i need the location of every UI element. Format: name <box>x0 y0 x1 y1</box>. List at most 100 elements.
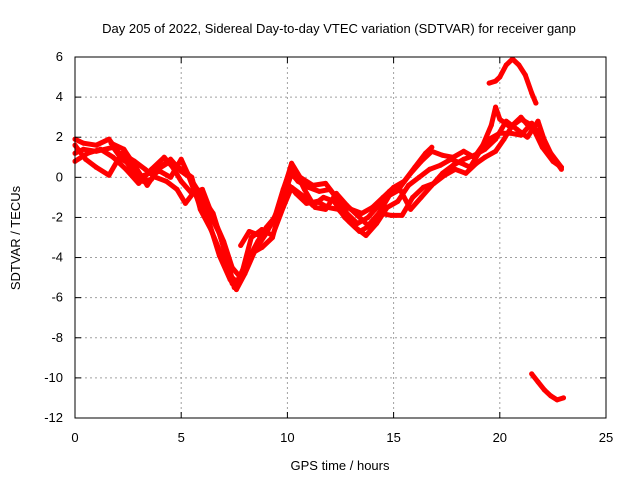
data-point <box>429 148 435 154</box>
axis-ticks: 0 5 10 15 20 25 -12 -10 -8 -6 -4 -2 0 2 4 6 <box>44 49 613 445</box>
data-point <box>420 184 426 190</box>
y-tick-label: -12 <box>44 410 63 425</box>
data-point <box>503 62 509 68</box>
data-point <box>561 395 566 401</box>
data-point <box>514 126 520 132</box>
x-tick-label: 15 <box>386 430 400 445</box>
data-point <box>161 154 167 160</box>
data-point <box>473 160 479 166</box>
chart-title: Day 205 of 2022, Sidereal Day-to-day VTE… <box>102 21 576 36</box>
x-tick-label: 0 <box>71 430 78 445</box>
data-point <box>248 251 254 256</box>
data-point <box>541 387 547 393</box>
data-point <box>410 194 416 200</box>
data-point <box>554 397 560 403</box>
x-tick-label: 10 <box>280 430 294 445</box>
data-point <box>486 136 492 142</box>
data-point <box>448 156 454 162</box>
data-point <box>270 235 275 240</box>
data-point <box>395 198 401 204</box>
data-point <box>108 140 114 146</box>
data-point <box>182 200 188 206</box>
data-point <box>548 150 554 156</box>
data-point <box>98 146 103 152</box>
data-point <box>136 180 142 186</box>
data-point <box>533 100 539 106</box>
data-point <box>321 194 326 200</box>
data-point <box>81 140 86 146</box>
y-tick-label: -10 <box>44 370 63 385</box>
data-point <box>452 166 458 172</box>
data-point <box>450 162 456 168</box>
data-point <box>397 186 403 192</box>
data-point <box>304 200 309 206</box>
data-point <box>535 118 541 124</box>
data-point <box>174 186 180 192</box>
data-point <box>132 162 137 168</box>
data-point <box>522 72 528 78</box>
data-point <box>378 210 384 216</box>
data-point <box>516 62 522 68</box>
plot-frame <box>74 56 607 419</box>
data-point <box>284 180 290 186</box>
series-layer <box>72 56 566 403</box>
data-point <box>461 156 467 162</box>
data-point <box>178 166 184 172</box>
data-point <box>365 214 371 220</box>
y-tick-label: -6 <box>51 290 63 305</box>
data-point <box>276 204 282 210</box>
data-point <box>493 136 499 142</box>
data-point <box>529 90 535 96</box>
data-point <box>189 190 195 196</box>
data-point <box>248 235 254 240</box>
y-axis-label: SDTVAR / TECUs <box>8 185 23 290</box>
data-point <box>416 174 422 180</box>
data-point <box>482 154 488 160</box>
data-point <box>389 212 394 218</box>
data-point <box>418 158 424 164</box>
data-point <box>367 223 373 228</box>
data-point <box>155 166 161 172</box>
data-point <box>510 56 515 62</box>
data-point <box>386 192 392 198</box>
data-point <box>106 136 112 142</box>
x-tick-label: 25 <box>599 430 613 445</box>
data-point <box>431 180 437 186</box>
data-point <box>238 243 244 248</box>
data-point <box>510 122 515 128</box>
data-point <box>482 146 488 152</box>
y-tick-label: -2 <box>51 209 63 224</box>
data-point <box>93 164 99 170</box>
data-point <box>558 164 564 170</box>
x-tick-label: 5 <box>178 430 185 445</box>
data-point <box>408 170 414 176</box>
data-point <box>85 150 91 156</box>
data-point <box>384 204 390 210</box>
data-point <box>314 198 320 204</box>
data-point <box>537 128 543 134</box>
data-point <box>121 146 127 152</box>
data-point <box>178 178 184 184</box>
data-point <box>493 148 499 154</box>
data-point <box>429 144 435 150</box>
y-tick-label: -4 <box>51 250 63 265</box>
data-point <box>344 202 350 208</box>
data-point <box>246 229 252 234</box>
data-point <box>257 233 263 238</box>
y-tick-label: 0 <box>56 169 63 184</box>
data-point <box>178 156 184 162</box>
data-point <box>359 210 365 216</box>
x-axis-label: GPS time / hours <box>291 458 390 473</box>
data-point <box>208 227 214 232</box>
data-point <box>437 162 443 168</box>
grid-lines <box>75 57 606 418</box>
data-point <box>310 182 316 188</box>
data-point <box>144 182 150 188</box>
data-point <box>488 122 494 128</box>
data-point <box>238 275 244 281</box>
data-point <box>168 158 174 164</box>
data-point <box>219 253 225 259</box>
data-point <box>93 142 99 148</box>
data-point <box>408 206 414 212</box>
